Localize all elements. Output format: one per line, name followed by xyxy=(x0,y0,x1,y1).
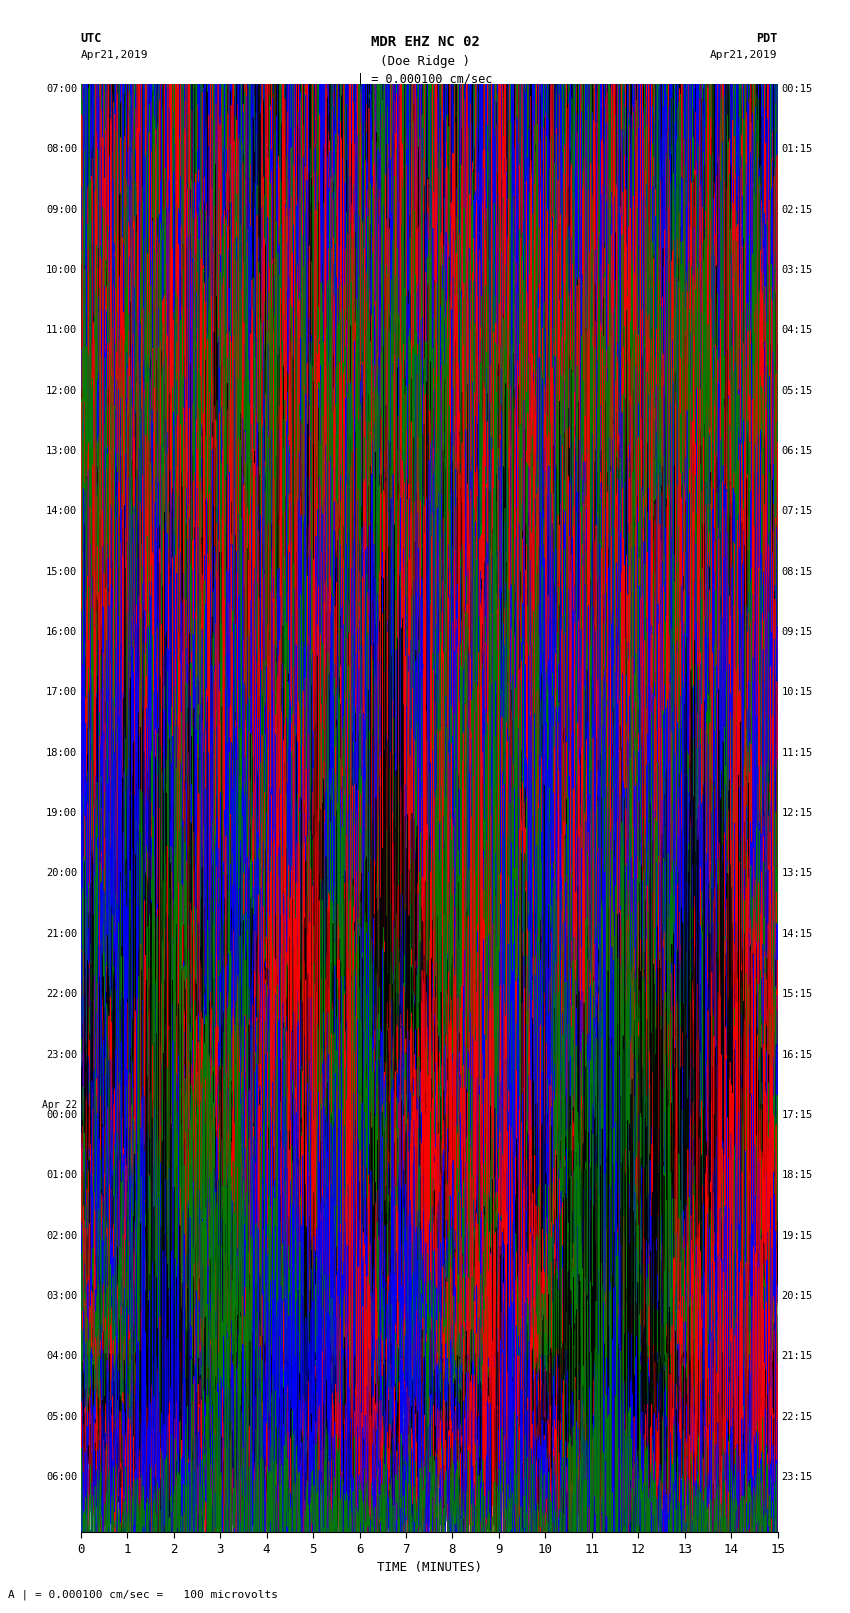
Text: 07:00: 07:00 xyxy=(46,84,77,94)
Text: MDR EHZ NC 02: MDR EHZ NC 02 xyxy=(371,35,479,50)
Text: 00:00: 00:00 xyxy=(46,1110,77,1119)
Text: 20:00: 20:00 xyxy=(46,868,77,879)
X-axis label: TIME (MINUTES): TIME (MINUTES) xyxy=(377,1561,482,1574)
Text: Apr21,2019: Apr21,2019 xyxy=(81,50,148,60)
Text: 01:15: 01:15 xyxy=(781,144,813,155)
Text: 19:00: 19:00 xyxy=(46,808,77,818)
Text: (Doe Ridge ): (Doe Ridge ) xyxy=(380,55,470,68)
Text: Apr 22: Apr 22 xyxy=(42,1100,77,1110)
Text: 03:15: 03:15 xyxy=(781,265,813,274)
Text: 08:00: 08:00 xyxy=(46,144,77,155)
Text: 07:15: 07:15 xyxy=(781,506,813,516)
Text: 23:00: 23:00 xyxy=(46,1050,77,1060)
Text: 14:00: 14:00 xyxy=(46,506,77,516)
Text: 04:15: 04:15 xyxy=(781,326,813,336)
Text: | = 0.000100 cm/sec: | = 0.000100 cm/sec xyxy=(357,73,493,85)
Text: 10:00: 10:00 xyxy=(46,265,77,274)
Text: 05:00: 05:00 xyxy=(46,1411,77,1421)
Text: 00:15: 00:15 xyxy=(781,84,813,94)
Text: 13:15: 13:15 xyxy=(781,868,813,879)
Text: 13:00: 13:00 xyxy=(46,447,77,456)
Text: UTC: UTC xyxy=(81,32,102,45)
Text: 19:15: 19:15 xyxy=(781,1231,813,1240)
Text: 15:15: 15:15 xyxy=(781,989,813,998)
Text: 08:15: 08:15 xyxy=(781,566,813,577)
Text: A | = 0.000100 cm/sec =   100 microvolts: A | = 0.000100 cm/sec = 100 microvolts xyxy=(8,1589,279,1600)
Text: 22:00: 22:00 xyxy=(46,989,77,998)
Text: 16:00: 16:00 xyxy=(46,627,77,637)
Text: 04:00: 04:00 xyxy=(46,1352,77,1361)
Text: 14:15: 14:15 xyxy=(781,929,813,939)
Text: 18:00: 18:00 xyxy=(46,748,77,758)
Text: PDT: PDT xyxy=(756,32,778,45)
Text: 10:15: 10:15 xyxy=(781,687,813,697)
Text: 06:15: 06:15 xyxy=(781,447,813,456)
Text: 23:15: 23:15 xyxy=(781,1473,813,1482)
Text: 17:00: 17:00 xyxy=(46,687,77,697)
Text: 06:00: 06:00 xyxy=(46,1473,77,1482)
Text: 02:00: 02:00 xyxy=(46,1231,77,1240)
Text: 16:15: 16:15 xyxy=(781,1050,813,1060)
Text: 05:15: 05:15 xyxy=(781,386,813,395)
Text: 12:15: 12:15 xyxy=(781,808,813,818)
Text: 22:15: 22:15 xyxy=(781,1411,813,1421)
Text: 01:00: 01:00 xyxy=(46,1171,77,1181)
Text: 17:15: 17:15 xyxy=(781,1110,813,1119)
Text: 02:15: 02:15 xyxy=(781,205,813,215)
Text: 21:00: 21:00 xyxy=(46,929,77,939)
Text: 09:00: 09:00 xyxy=(46,205,77,215)
Text: 12:00: 12:00 xyxy=(46,386,77,395)
Text: 15:00: 15:00 xyxy=(46,566,77,577)
Text: 21:15: 21:15 xyxy=(781,1352,813,1361)
Text: Apr21,2019: Apr21,2019 xyxy=(711,50,778,60)
Text: 11:15: 11:15 xyxy=(781,748,813,758)
Text: 11:00: 11:00 xyxy=(46,326,77,336)
Text: 18:15: 18:15 xyxy=(781,1171,813,1181)
Text: 03:00: 03:00 xyxy=(46,1290,77,1302)
Text: 20:15: 20:15 xyxy=(781,1290,813,1302)
Text: 09:15: 09:15 xyxy=(781,627,813,637)
